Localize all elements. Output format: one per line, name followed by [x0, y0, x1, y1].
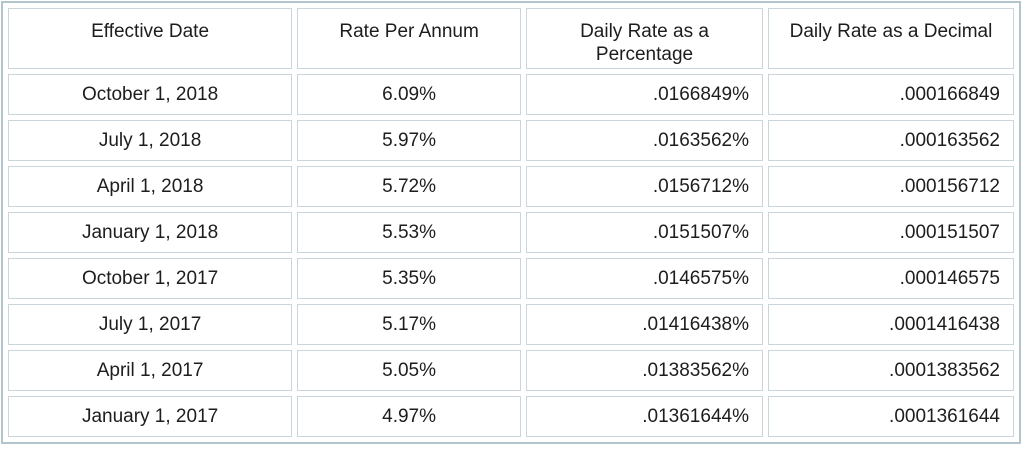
cell-daily-rate-percentage: .0146575% — [526, 258, 763, 299]
header-row: Effective Date Rate Per Annum Daily Rate… — [8, 8, 1014, 69]
cell-daily-rate-decimal: .000163562 — [767, 120, 1014, 161]
cell-daily-rate-percentage: .01416438% — [526, 304, 763, 345]
table-row: October 1, 2018 6.09% .0166849% .0001668… — [8, 74, 1014, 115]
cell-effective-date: January 1, 2018 — [8, 212, 293, 253]
table-row: April 1, 2018 5.72% .0156712% .000156712 — [8, 166, 1014, 207]
cell-daily-rate-decimal: .000166849 — [767, 74, 1014, 115]
cell-daily-rate-decimal: .000146575 — [767, 258, 1014, 299]
table-row: January 1, 2017 4.97% .01361644% .000136… — [8, 396, 1014, 437]
cell-rate-per-annum: 5.17% — [297, 304, 522, 345]
table-row: October 1, 2017 5.35% .0146575% .0001465… — [8, 258, 1014, 299]
cell-daily-rate-percentage: .0163562% — [526, 120, 763, 161]
cell-rate-per-annum: 4.97% — [297, 396, 522, 437]
cell-rate-per-annum: 6.09% — [297, 74, 522, 115]
table-row: April 1, 2017 5.05% .01383562% .00013835… — [8, 350, 1014, 391]
column-header-effective-date: Effective Date — [8, 8, 293, 69]
cell-effective-date: April 1, 2018 — [8, 166, 293, 207]
cell-rate-per-annum: 5.05% — [297, 350, 522, 391]
table-row: January 1, 2018 5.53% .0151507% .0001515… — [8, 212, 1014, 253]
table-row: July 1, 2018 5.97% .0163562% .000163562 — [8, 120, 1014, 161]
cell-rate-per-annum: 5.35% — [297, 258, 522, 299]
cell-daily-rate-decimal: .0001416438 — [767, 304, 1014, 345]
cell-effective-date: April 1, 2017 — [8, 350, 293, 391]
cell-daily-rate-percentage: .0166849% — [526, 74, 763, 115]
cell-daily-rate-percentage: .01361644% — [526, 396, 763, 437]
cell-rate-per-annum: 5.53% — [297, 212, 522, 253]
cell-effective-date: October 1, 2017 — [8, 258, 293, 299]
cell-daily-rate-decimal: .000151507 — [767, 212, 1014, 253]
cell-effective-date: October 1, 2018 — [8, 74, 293, 115]
cell-daily-rate-decimal: .0001383562 — [767, 350, 1014, 391]
cell-daily-rate-decimal: .0001361644 — [767, 396, 1014, 437]
cell-daily-rate-percentage: .0151507% — [526, 212, 763, 253]
cell-daily-rate-percentage: .0156712% — [526, 166, 763, 207]
cell-effective-date: July 1, 2018 — [8, 120, 293, 161]
column-header-daily-rate-percentage: Daily Rate as a Percentage — [526, 8, 763, 69]
cell-effective-date: January 1, 2017 — [8, 396, 293, 437]
cell-rate-per-annum: 5.72% — [297, 166, 522, 207]
column-header-rate-per-annum: Rate Per Annum — [297, 8, 522, 69]
cell-rate-per-annum: 5.97% — [297, 120, 522, 161]
column-header-daily-rate-decimal: Daily Rate as a Decimal — [767, 8, 1014, 69]
cell-daily-rate-decimal: .000156712 — [767, 166, 1014, 207]
cell-effective-date: July 1, 2017 — [8, 304, 293, 345]
cell-daily-rate-percentage: .01383562% — [526, 350, 763, 391]
table-row: July 1, 2017 5.17% .01416438% .000141643… — [8, 304, 1014, 345]
